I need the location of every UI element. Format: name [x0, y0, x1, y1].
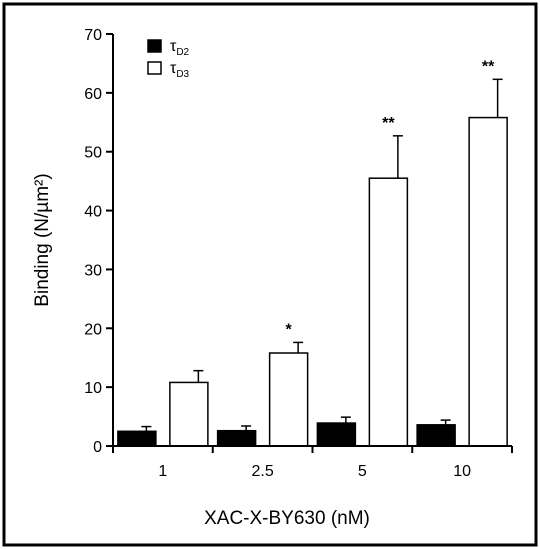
bar-d3 — [268, 352, 309, 447]
significance-marker: ** — [482, 58, 495, 75]
x-tick-label: 2.5 — [252, 463, 274, 480]
bars-layer — [117, 116, 508, 447]
significance-marker: ** — [382, 115, 395, 132]
legend-swatch — [147, 61, 162, 75]
bar-d2 — [117, 430, 157, 447]
legend-label: τD2 — [170, 38, 190, 58]
y-tick-label: 10 — [84, 380, 102, 397]
bar-d3 — [368, 177, 409, 447]
x-ticks: 1 2.5 5 10 — [112, 446, 513, 480]
y-tick-label: 0 — [93, 439, 102, 456]
legend-label: τD3 — [170, 60, 190, 80]
y-tick-label: 30 — [84, 262, 102, 279]
bar-d3 — [468, 116, 508, 447]
y-tick-label: 20 — [84, 321, 102, 338]
y-axis-label: Binding (N/µm²) — [32, 173, 53, 306]
bar-d2 — [216, 429, 257, 447]
bar-d2 — [416, 424, 456, 447]
y-tick-label: 50 — [84, 145, 102, 162]
y-tick-label: 60 — [84, 86, 102, 103]
x-tick-label: 5 — [358, 463, 367, 480]
significance-marker: * — [286, 321, 293, 338]
y-tick-label: 70 — [84, 27, 102, 44]
legend-swatch — [147, 39, 162, 53]
y-tick-label: 40 — [84, 204, 102, 221]
significance-layer: ***** — [286, 58, 496, 338]
x-axis-label: XAC-X-BY630 (nM) — [204, 508, 370, 529]
y-ticks: 0 10 20 30 40 50 60 70 — [84, 27, 113, 456]
bar-d2 — [316, 422, 357, 447]
error-bars-layer — [141, 78, 503, 432]
x-tick-label: 10 — [453, 463, 471, 480]
x-tick-label: 1 — [158, 463, 167, 480]
bar-d3 — [169, 381, 209, 447]
